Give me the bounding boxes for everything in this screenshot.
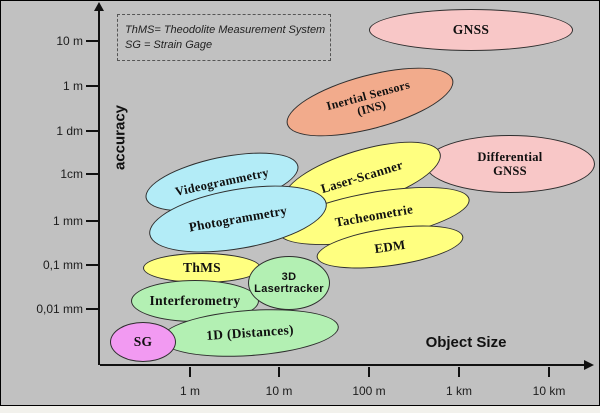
ellipse-label-line: 3D — [281, 270, 297, 283]
ellipse-label: Interferometry — [150, 293, 241, 308]
ellipse-label: GNSS — [453, 22, 489, 37]
y-tick-label: 0,01 mm — [36, 302, 83, 316]
ellipse-label: 3D Lasertracker — [254, 271, 324, 296]
x-tick-label: 10 km — [532, 384, 566, 398]
x-tick-mark — [189, 367, 191, 377]
x-tick-label: 1 km — [445, 384, 472, 398]
y-tick-mark — [86, 130, 98, 132]
y-tick-mark — [86, 220, 98, 222]
ellipse-label: EDM — [373, 236, 407, 257]
x-tick-label: 1 m — [179, 384, 200, 398]
ellipse-differential-gnss: Differential GNSS — [425, 135, 595, 193]
ellipse-label: Inertial Sensors (INS) — [325, 77, 415, 126]
y-axis-line — [98, 9, 100, 365]
y-tick-label: 1 mm — [53, 214, 83, 228]
ellipse-label-line: ThMS — [183, 260, 221, 276]
x-axis-arrow-icon — [584, 360, 594, 370]
ellipse-label-line: Interferometry — [149, 293, 241, 309]
ellipse-label: ThMS — [183, 260, 221, 275]
ellipse-thms: ThMS — [143, 253, 261, 283]
ellipse-label-line: 1D (Distances) — [205, 322, 295, 344]
ellipse-label: SG — [134, 334, 153, 349]
ellipse-label-line: Photogrammetry — [187, 202, 289, 235]
ellipse-label-line: GNSS — [452, 22, 490, 38]
y-tick-mark — [86, 85, 98, 87]
x-tick-label: 10 m — [265, 384, 293, 398]
ellipse-gnss: GNSS — [369, 9, 573, 51]
ellipse-label-line: Differential — [477, 150, 543, 164]
x-tick-mark — [548, 367, 550, 377]
legend-box: ThMS= Theodolite Measurement System SG =… — [117, 14, 331, 61]
y-tick-mark — [86, 308, 98, 310]
y-tick-mark — [86, 40, 98, 42]
x-tick-mark — [278, 367, 280, 377]
x-axis-title: Object Size — [425, 334, 507, 351]
ellipse-sg: SG — [110, 322, 176, 362]
ellipse-label-line: EDM — [373, 236, 407, 256]
legend-line-sg: SG = Strain Gage — [125, 39, 213, 51]
y-tick-mark — [86, 173, 98, 175]
x-tick-label: 100 m — [352, 384, 386, 398]
ellipse-label: Differential GNSS — [477, 150, 542, 178]
ellipse-label-line: SG — [133, 334, 153, 350]
y-tick-mark — [86, 264, 98, 266]
y-tick-label: 10 m — [56, 34, 83, 48]
ellipse-label-line: Lasertracker — [254, 283, 324, 295]
ellipse-label-line: GNSS — [493, 164, 527, 178]
y-tick-label: 0,1 mm — [42, 258, 83, 272]
y-axis-arrow-icon — [94, 2, 104, 11]
y-tick-label: 1cm — [60, 167, 83, 181]
x-tick-mark — [458, 367, 460, 377]
y-tick-label: 1 m — [62, 79, 83, 93]
ellipse-label: 1D (Distances) — [206, 322, 295, 343]
ellipse-3d-lasertracker: 3D Lasertracker — [248, 256, 330, 310]
ellipse-label: Photogrammetry — [187, 202, 289, 235]
legend-line-thms: ThMS= Theodolite Measurement System — [125, 24, 326, 36]
x-tick-mark — [368, 367, 370, 377]
ellipse-inertial-sensors-ins: Inertial Sensors (INS) — [279, 53, 461, 151]
x-axis-line — [100, 364, 586, 366]
y-tick-label: 1 dm — [56, 124, 83, 138]
